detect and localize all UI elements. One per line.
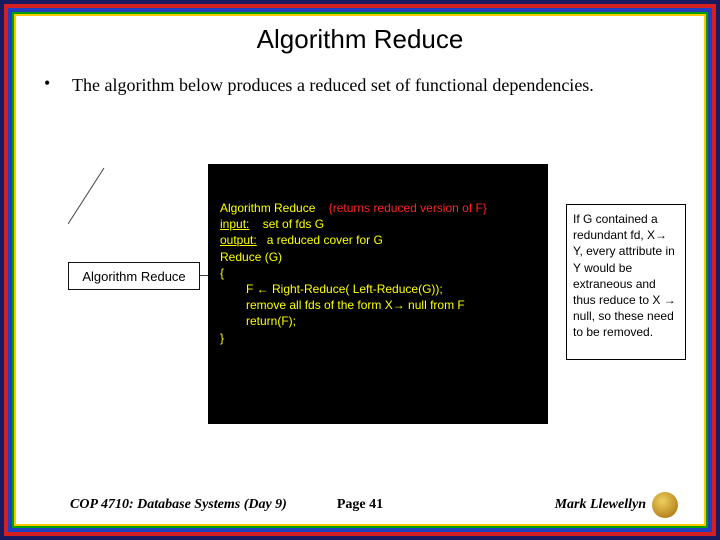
slide-body: • The algorithm below produces a reduced… [16,55,704,97]
footer-page: Page 41 [337,497,383,513]
algorithm-label-text: Algorithm Reduce [82,269,185,284]
diagram-area: Algorithm Reduce Algorithm Reduce {retur… [68,164,684,454]
code-comment: {returns reduced version of F} [329,201,487,215]
note-box: If G contained a redundant fd, X→ Y, eve… [566,204,686,360]
note-text: If G contained a redundant fd, X→ Y, eve… [573,212,676,339]
algorithm-label-box: Algorithm Reduce [68,262,200,290]
slide-content: Algorithm Reduce • The algorithm below p… [16,16,704,524]
code-line-open: { [220,265,536,281]
footer-course: COP 4710: Database Systems (Day 9) [70,497,287,513]
code-line-3: return(F); [220,313,536,329]
body-paragraph: The algorithm below produces a reduced s… [72,73,594,97]
connector-right-svg [68,164,108,224]
code-line-1: F ← Right-Reduce( Left-Reduce(G)); [220,281,536,297]
outer-border-2: Algorithm Reduce • The algorithm below p… [4,4,716,536]
footer-author: Mark Llewellyn [555,497,646,513]
connector-right [68,164,108,224]
code-line-call: Reduce (G) [220,249,536,265]
code-line-close: } [220,330,536,346]
code-output-label: output: [220,233,257,247]
code-input-label: input: [220,217,249,231]
university-logo-icon [652,492,678,518]
code-line-2: remove all fds of the form X→ null from … [220,297,536,313]
outer-border-1: Algorithm Reduce • The algorithm below p… [0,0,720,540]
code-output-text: a reduced cover for G [267,233,383,247]
outer-border-3: Algorithm Reduce • The algorithm below p… [8,8,712,532]
slide-title: Algorithm Reduce [16,16,704,55]
outer-border-5: Algorithm Reduce • The algorithm below p… [14,14,706,526]
footer: COP 4710: Database Systems (Day 9) Page … [16,492,704,518]
outer-border-4: Algorithm Reduce • The algorithm below p… [12,12,708,528]
footer-author-block: Mark Llewellyn [555,492,678,518]
code-input-text: set of fds G [263,217,324,231]
code-alg-name: Algorithm Reduce [220,201,315,215]
bullet-marker: • [44,73,72,97]
code-panel: Algorithm Reduce {returns reduced versio… [208,164,548,424]
